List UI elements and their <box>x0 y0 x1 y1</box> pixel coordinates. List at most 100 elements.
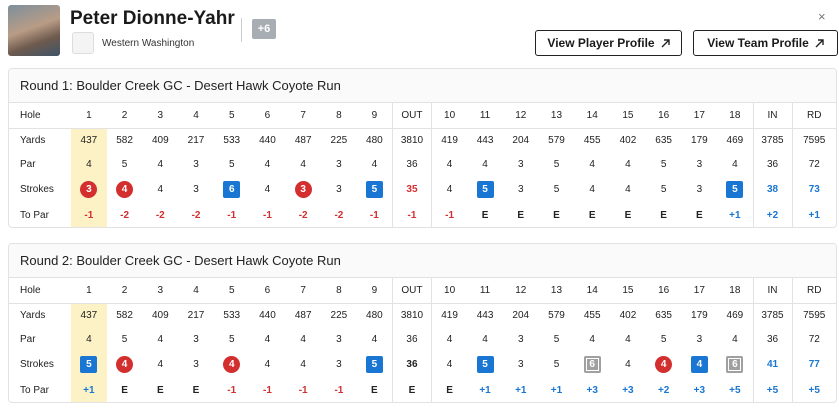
cell: 4 <box>142 351 178 378</box>
cell: -2 <box>178 203 214 227</box>
cell: 9 <box>356 103 393 129</box>
value: 533 <box>223 134 241 146</box>
cell: 5 <box>357 351 393 378</box>
cell: 4 <box>682 351 718 378</box>
row-hole: Hole 1 2 3 4 5 6 7 8 9 OUT 10 11 12 13 14 15 16 17 18 IN RD <box>9 103 836 129</box>
cell: E <box>107 378 143 402</box>
cell: 72 <box>791 327 836 351</box>
cell: 3 <box>682 152 718 176</box>
close-button[interactable]: × <box>818 9 826 24</box>
cell: 8 <box>321 103 357 129</box>
value: 8 <box>336 109 342 121</box>
row-label: Par <box>20 333 36 345</box>
cell: 73 <box>791 176 836 203</box>
value: 16 <box>658 109 670 121</box>
stroke: 6 <box>726 356 744 373</box>
to-par: +1 <box>479 384 491 396</box>
to-par: E <box>371 384 378 396</box>
value: 4 <box>446 158 453 170</box>
row-label: Strokes <box>20 184 54 195</box>
cell: +1 <box>791 203 836 227</box>
value: 4 <box>264 333 271 345</box>
cell: -2 <box>285 203 321 227</box>
cell: 179 <box>682 303 718 327</box>
player-profile-button[interactable]: View Player Profile <box>535 30 682 56</box>
to-par: E <box>121 384 128 396</box>
cell: 4 <box>467 152 503 176</box>
cell: -1 <box>285 378 321 402</box>
to-par: -1 <box>263 209 272 221</box>
cell: 4 <box>250 152 286 176</box>
cell: -1 <box>391 203 432 227</box>
cell: 6 <box>574 351 610 378</box>
cell: RD <box>791 103 836 129</box>
value: 4 <box>482 333 488 345</box>
cell: 4 <box>250 327 286 351</box>
to-par: E <box>408 384 416 396</box>
value: 4 <box>300 158 306 170</box>
cell: +1 <box>717 203 753 227</box>
value: 217 <box>187 134 205 146</box>
value: 225 <box>330 309 348 321</box>
cell: 6 <box>249 278 286 304</box>
cell: -1 <box>357 203 393 227</box>
value: 6 <box>264 284 271 296</box>
value: 36 <box>406 158 418 170</box>
value: 225 <box>330 134 348 146</box>
cell: E <box>682 203 718 227</box>
cell: +3 <box>610 378 646 402</box>
cell: 5 <box>213 103 250 129</box>
value: 3 <box>336 333 342 345</box>
value: 12 <box>515 109 527 121</box>
row-label: To Par <box>20 384 49 396</box>
cell: 4 <box>610 176 646 203</box>
cell: 10 <box>430 103 468 129</box>
row-hole: Hole 1 2 3 4 5 6 7 8 9 OUT 10 11 12 13 14 15 16 17 18 IN RD <box>9 278 836 304</box>
value: 11 <box>479 109 491 121</box>
cell: 3 <box>142 103 179 129</box>
cell: OUT <box>391 103 432 129</box>
value: 4 <box>446 333 453 345</box>
value: 469 <box>726 309 744 321</box>
cell: E <box>574 203 610 227</box>
value: 10 <box>444 284 456 296</box>
cell: 582 <box>107 128 143 152</box>
value: 7 <box>300 109 306 121</box>
cell: 480 <box>357 128 393 152</box>
cell: 4 <box>574 176 610 203</box>
cell: 35 <box>391 176 432 203</box>
value: 487 <box>294 134 312 146</box>
cell: E <box>178 378 214 402</box>
stroke: 5 <box>726 181 744 198</box>
cell: 4 <box>107 176 143 203</box>
value: 14 <box>586 109 598 121</box>
value: 7 <box>300 284 306 296</box>
cell: 14 <box>574 103 611 129</box>
value: 179 <box>691 309 708 321</box>
stroke: 4 <box>157 184 164 195</box>
stroke: 6 <box>223 181 241 198</box>
value: 18 <box>729 109 741 121</box>
cell: 3 <box>285 176 321 203</box>
cell: 4 <box>574 327 610 351</box>
score-badge: +6 <box>252 19 276 39</box>
cell: 3 <box>178 176 214 203</box>
cell: 3 <box>321 327 357 351</box>
to-par: +1 <box>808 209 820 221</box>
cell: 3 <box>321 152 357 176</box>
stroke: 4 <box>589 184 595 195</box>
value: 4 <box>589 333 595 345</box>
value: 4 <box>482 158 488 170</box>
cell: 5 <box>213 278 250 304</box>
row-par: Par 4 5 4 3 5 4 4 3 4 36 4 4 3 5 4 4 5 3 4 36 72 <box>9 327 836 351</box>
stroke: 4 <box>116 356 134 373</box>
stroke: 3 <box>517 184 524 195</box>
team-profile-button[interactable]: View Team Profile <box>693 30 838 56</box>
cell: E <box>610 203 646 227</box>
cell: 15 <box>610 103 646 129</box>
cell: 5 <box>214 152 250 176</box>
value: 8 <box>336 284 342 296</box>
to-par: +1 <box>83 384 95 396</box>
stroke: 5 <box>365 181 383 198</box>
